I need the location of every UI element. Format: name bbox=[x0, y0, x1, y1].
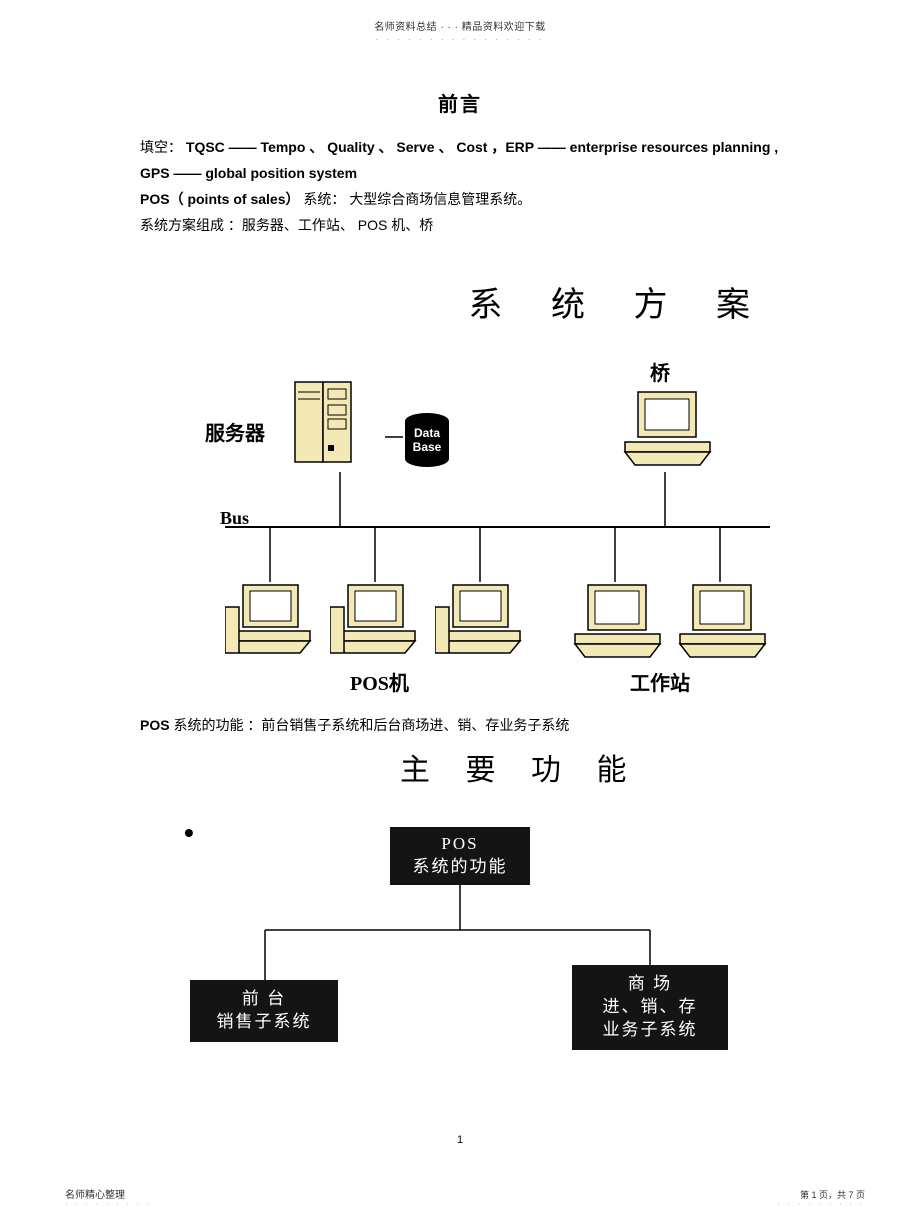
intro-line3: 系统方案组成 ：服务器、工作站、 POS 机、桥 bbox=[140, 217, 433, 233]
intro-bold: TQSC —— Tempo 、 Quality 、 Serve 、 Cost ，… bbox=[140, 139, 778, 181]
svg-text:Data: Data bbox=[414, 426, 440, 440]
page-title: 前言 bbox=[140, 88, 780, 117]
ws2-icon bbox=[675, 577, 770, 677]
footer-right: 第 1 页，共 7 页 · · · · · · · · · bbox=[777, 1188, 865, 1208]
svg-text:Base: Base bbox=[413, 440, 442, 454]
footer-right-dots: · · · · · · · · · bbox=[777, 1201, 865, 1208]
bridge-label: 桥 bbox=[650, 357, 670, 386]
para2-bold: POS bbox=[140, 717, 170, 733]
pos3-icon bbox=[435, 577, 530, 677]
content-area: 前言 填空： TQSC —— Tempo 、 Quality 、 Serve 、… bbox=[0, 44, 920, 1105]
left-l2: 销售子系统 bbox=[217, 1011, 312, 1034]
bridge-icon bbox=[620, 387, 715, 472]
pos1-icon bbox=[225, 577, 320, 677]
bus-label: Bus bbox=[220, 508, 249, 529]
para2-rest: 系统的功能 ：前台销售子系统和后台商场进、销、存业务子系统 bbox=[173, 717, 569, 733]
function-diagram: 主 要 功 能 • POS 系统的功能 前 台 销售子系统 商 场 进、销、存 … bbox=[170, 745, 810, 1105]
intro-prefix: 填空： bbox=[140, 139, 182, 155]
database-icon: Data Base bbox=[385, 407, 455, 477]
footer-left-text: 名师精心整理 bbox=[65, 1186, 153, 1201]
footer-left-dots: · · · · · · · · · bbox=[65, 1201, 153, 1208]
root-l1: POS bbox=[441, 833, 478, 856]
server-label: 服务器 bbox=[205, 417, 265, 446]
left-box: 前 台 销售子系统 bbox=[190, 980, 338, 1042]
ws-label: 工作站 bbox=[630, 667, 690, 696]
page-number: 1 bbox=[0, 1134, 920, 1146]
left-l1: 前 台 bbox=[242, 988, 286, 1011]
intro-line2b: 系统： 大型综合商场信息管理系统。 bbox=[303, 191, 531, 207]
ws1-icon bbox=[570, 577, 665, 677]
root-l2: 系统的功能 bbox=[413, 856, 508, 879]
right-l2: 进、销、存 bbox=[603, 996, 698, 1019]
right-l3: 业务子系统 bbox=[603, 1019, 698, 1042]
footer-right-text: 第 1 页，共 7 页 bbox=[777, 1188, 865, 1201]
root-box: POS 系统的功能 bbox=[390, 827, 530, 885]
header-dots: · · · · · · · · · · · · · · · · bbox=[0, 35, 920, 44]
system-diagram: 系 统 方 案 Bus 服务器 bbox=[170, 257, 810, 707]
pos-function-text: POS 系统的功能 ：前台销售子系统和后台商场进、销、存业务子系统 bbox=[140, 715, 780, 735]
footer-left: 名师精心整理 · · · · · · · · · bbox=[65, 1186, 153, 1208]
pos-label: POS机 bbox=[350, 667, 409, 696]
tree-lines bbox=[170, 745, 810, 1105]
intro-line2a: POS（ points of sales） bbox=[140, 191, 299, 207]
header-text: 名师资料总结 · · · 精品资料欢迎下载 bbox=[0, 18, 920, 33]
right-box: 商 场 进、销、存 业务子系统 bbox=[572, 965, 728, 1050]
server-icon bbox=[290, 377, 370, 472]
page-header: 名师资料总结 · · · 精品资料欢迎下载 · · · · · · · · · … bbox=[0, 0, 920, 44]
right-l1: 商 场 bbox=[628, 973, 672, 996]
pos2-icon bbox=[330, 577, 425, 677]
intro-paragraph: 填空： TQSC —— Tempo 、 Quality 、 Serve 、 Co… bbox=[140, 135, 780, 239]
